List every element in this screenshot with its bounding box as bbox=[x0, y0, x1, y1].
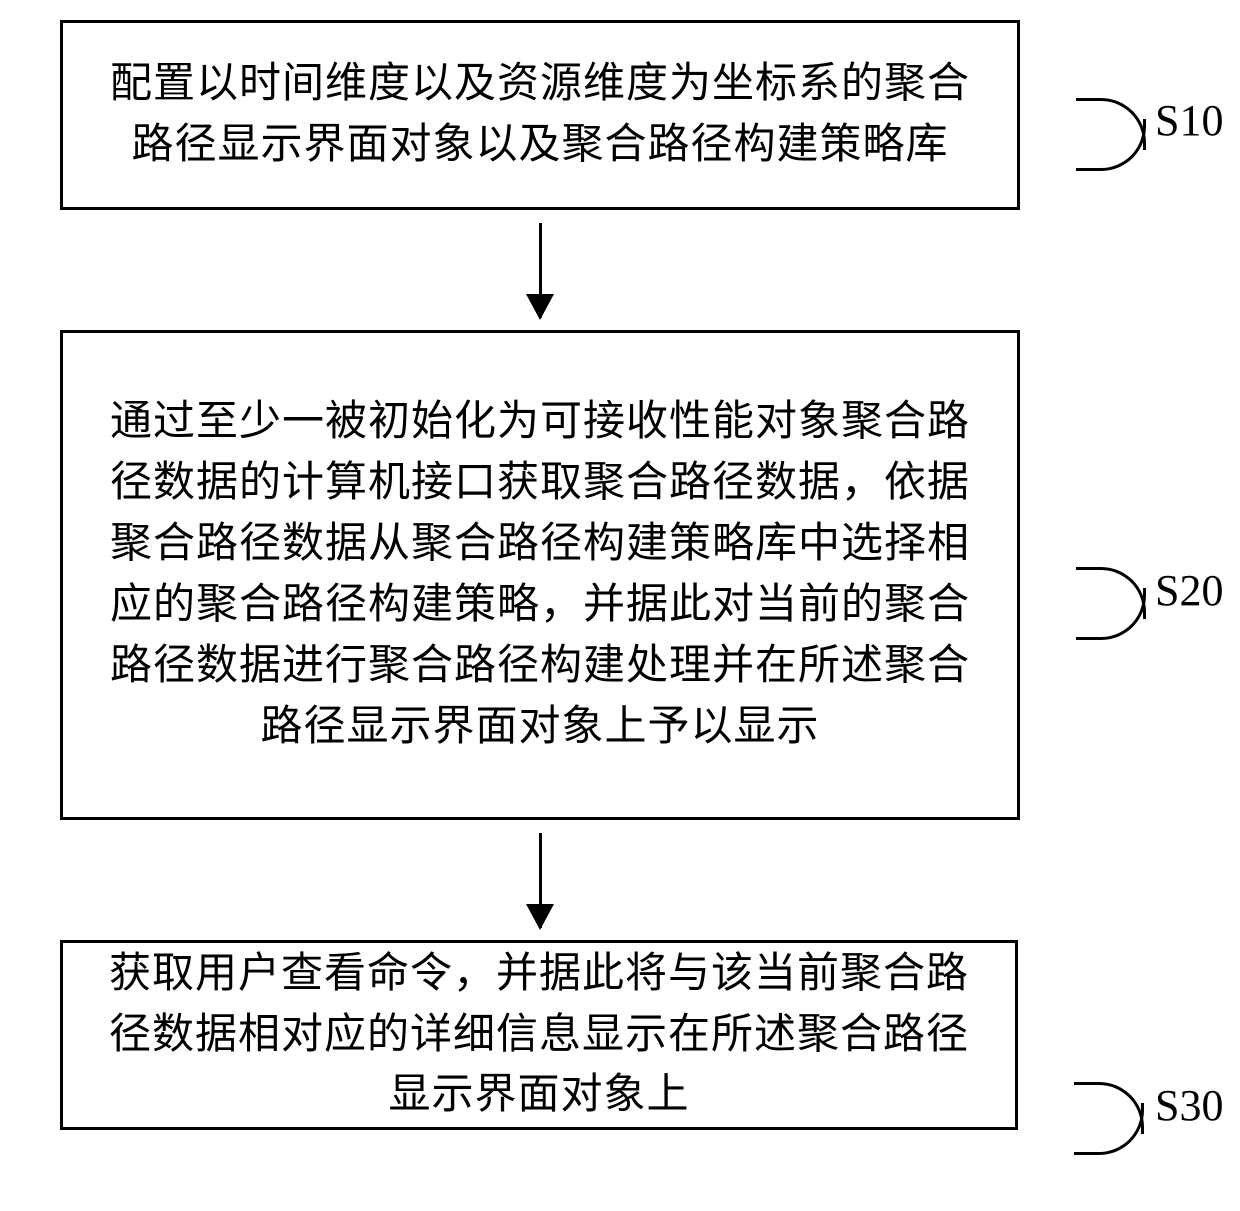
arrow-icon bbox=[539, 833, 542, 928]
node-label-s10: S10 bbox=[1155, 95, 1223, 146]
flowchart-container: 配置以时间维度以及资源维度为坐标系的聚合路径显示界面对象以及聚合路径构建策略库 … bbox=[60, 20, 1180, 1130]
arrow-icon bbox=[539, 223, 542, 318]
node-label-s20: S20 bbox=[1155, 565, 1223, 616]
node-text-s20: 通过至少一被初始化为可接收性能对象聚合路径数据的计算机接口获取聚合路径数据，依据… bbox=[91, 392, 989, 757]
connector-curve-s20 bbox=[1076, 588, 1146, 640]
node-text-s10: 配置以时间维度以及资源维度为坐标系的聚合路径显示界面对象以及聚合路径构建策略库 bbox=[91, 54, 989, 176]
flowchart-node-s20: 通过至少一被初始化为可接收性能对象聚合路径数据的计算机接口获取聚合路径数据，依据… bbox=[60, 330, 1020, 820]
arrow-s10-to-s20 bbox=[60, 210, 1020, 330]
node-label-s30: S30 bbox=[1155, 1080, 1223, 1131]
connector-curve-s30 bbox=[1074, 1103, 1144, 1155]
node-text-s30: 获取用户查看命令，并据此将与该当前聚合路径数据相对应的详细信息显示在所述聚合路径… bbox=[91, 944, 987, 1127]
flowchart-node-s30: 获取用户查看命令，并据此将与该当前聚合路径数据相对应的详细信息显示在所述聚合路径… bbox=[60, 940, 1018, 1130]
flowchart-node-s10: 配置以时间维度以及资源维度为坐标系的聚合路径显示界面对象以及聚合路径构建策略库 bbox=[60, 20, 1020, 210]
connector-curve-s10 bbox=[1076, 119, 1146, 171]
arrow-s20-to-s30 bbox=[60, 820, 1020, 940]
